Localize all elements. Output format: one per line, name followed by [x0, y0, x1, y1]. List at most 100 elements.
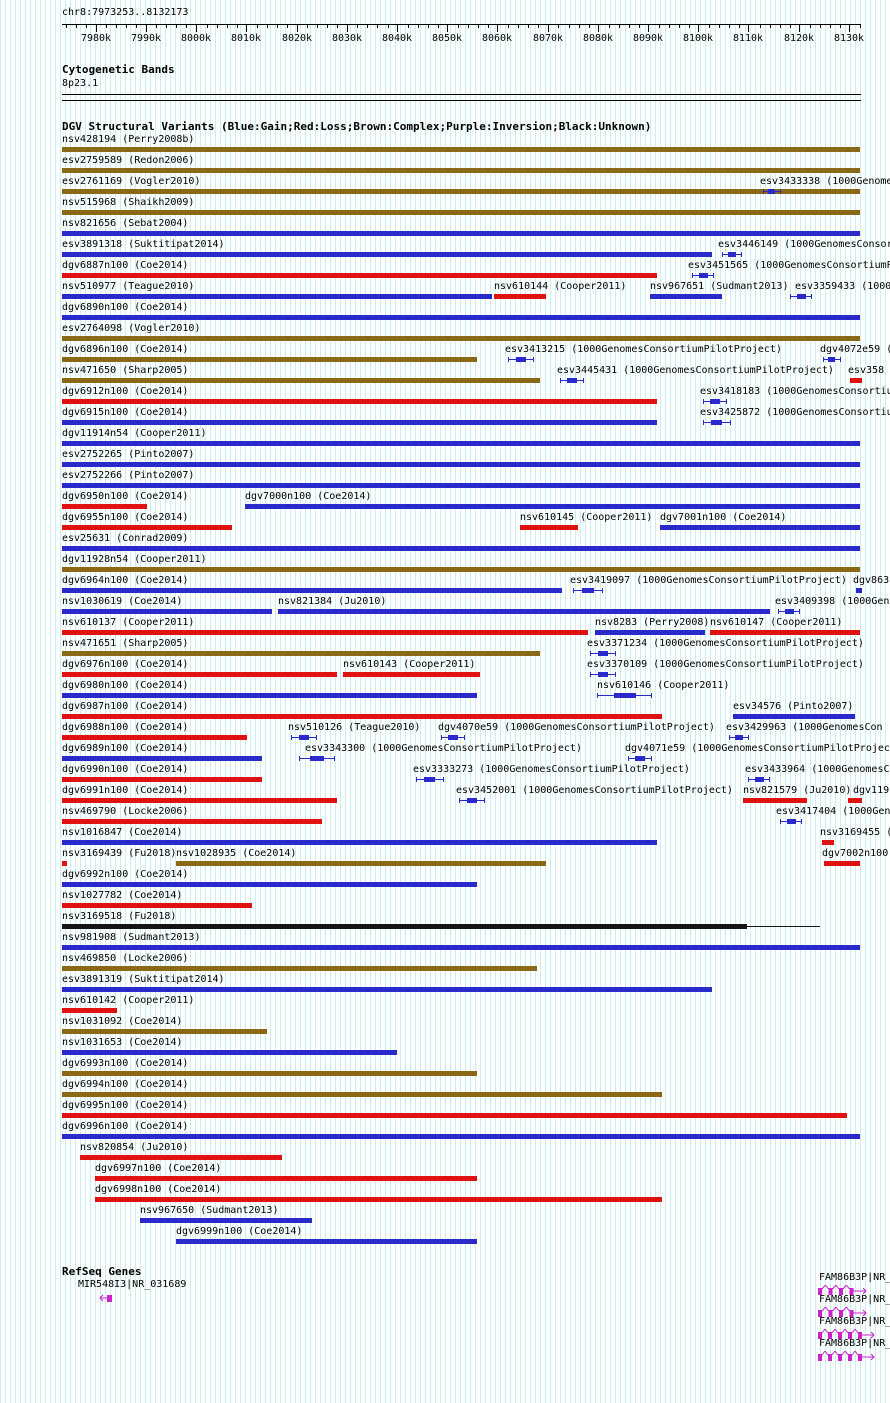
- variant-bar[interactable]: [62, 714, 662, 719]
- variant-bar[interactable]: [597, 693, 652, 698]
- variant-bar[interactable]: [848, 798, 862, 803]
- variant-bar[interactable]: [703, 420, 731, 425]
- variant-bar[interactable]: [62, 420, 657, 425]
- variant-bar[interactable]: [62, 861, 67, 866]
- variant-bar[interactable]: [778, 609, 800, 614]
- variant-bar[interactable]: [62, 1092, 662, 1097]
- variant-bar[interactable]: [850, 378, 862, 383]
- variant-bar[interactable]: [62, 294, 492, 299]
- variant-bar[interactable]: [62, 378, 540, 383]
- variant-bar[interactable]: [62, 1113, 847, 1118]
- variant-bar[interactable]: [856, 588, 862, 593]
- variant-bar[interactable]: [62, 525, 232, 530]
- variant-bar[interactable]: [62, 651, 540, 656]
- variant-bar[interactable]: [62, 588, 562, 593]
- variant-bar[interactable]: [763, 189, 781, 194]
- variant-bar[interactable]: [343, 672, 480, 677]
- variant-bar[interactable]: [62, 189, 860, 194]
- variant-bar[interactable]: [748, 777, 770, 782]
- variant-bar[interactable]: [733, 714, 855, 719]
- variant-bar[interactable]: [62, 966, 537, 971]
- variant-bar[interactable]: [176, 1239, 477, 1244]
- variant-bar[interactable]: [62, 210, 860, 215]
- variant-bar[interactable]: [520, 525, 578, 530]
- variant-bar[interactable]: [62, 630, 588, 635]
- variant-bar[interactable]: [62, 231, 860, 236]
- variant-bar[interactable]: [62, 1071, 477, 1076]
- variant-bar[interactable]: [692, 273, 714, 278]
- gene-glyph[interactable]: [818, 1350, 876, 1363]
- variant-bar[interactable]: [62, 336, 860, 341]
- variant-bar[interactable]: [441, 735, 465, 740]
- variant-bar[interactable]: [62, 252, 712, 257]
- variant-bar[interactable]: [62, 1029, 267, 1034]
- variant-bar[interactable]: [650, 294, 722, 299]
- variant-bar[interactable]: [62, 168, 860, 173]
- variant-bar[interactable]: [62, 357, 477, 362]
- variant-row: nsv1030619 (Coe2014) nsv821384 (Ju2010) es…: [0, 596, 890, 617]
- variant-bar[interactable]: [299, 756, 335, 761]
- variant-bar[interactable]: [62, 672, 337, 677]
- variant-bar[interactable]: [62, 987, 712, 992]
- variant-bar[interactable]: [822, 840, 834, 845]
- variant-bar[interactable]: [62, 1134, 860, 1139]
- variant-bar[interactable]: [245, 504, 860, 509]
- variant-bar[interactable]: [628, 756, 652, 761]
- variant-bar-endtick: [790, 294, 791, 299]
- variant-bar[interactable]: [62, 693, 477, 698]
- variant-bar[interactable]: [590, 651, 616, 656]
- variant-bar[interactable]: [660, 525, 860, 530]
- variant-bar[interactable]: [780, 819, 802, 824]
- variant-bar[interactable]: [595, 630, 705, 635]
- variant-bar[interactable]: [62, 273, 657, 278]
- variant-bar[interactable]: [743, 798, 807, 803]
- variant-bar[interactable]: [459, 798, 485, 803]
- variant-bar[interactable]: [62, 798, 337, 803]
- gene-glyph[interactable]: [818, 1328, 876, 1341]
- variant-bar[interactable]: [62, 546, 860, 551]
- variant-bar[interactable]: [62, 882, 477, 887]
- variant-bar[interactable]: [62, 840, 657, 845]
- variant-bar[interactable]: [62, 735, 247, 740]
- variant-bar[interactable]: [508, 357, 534, 362]
- variant-bar[interactable]: [590, 672, 616, 677]
- gene-glyph[interactable]: [818, 1284, 868, 1297]
- variant-bar[interactable]: [291, 735, 317, 740]
- variant-bar[interactable]: [62, 462, 860, 467]
- variant-bar[interactable]: [62, 777, 262, 782]
- variant-bar[interactable]: [62, 441, 860, 446]
- variant-bar[interactable]: [494, 294, 546, 299]
- variant-bar[interactable]: [62, 819, 322, 824]
- variant-bar[interactable]: [62, 1050, 397, 1055]
- variant-bar[interactable]: [729, 735, 749, 740]
- variant-bar[interactable]: [80, 1155, 282, 1160]
- gene-glyph[interactable]: [818, 1306, 868, 1319]
- variant-bar[interactable]: [703, 399, 727, 404]
- variant-bar[interactable]: [416, 777, 444, 782]
- variant-bar[interactable]: [710, 630, 860, 635]
- variant-bar[interactable]: [62, 945, 860, 950]
- variant-bar[interactable]: [62, 315, 860, 320]
- variant-bar[interactable]: [62, 147, 860, 152]
- variant-bar[interactable]: [62, 504, 147, 509]
- variant-bar[interactable]: [62, 756, 262, 761]
- variant-bar[interactable]: [573, 588, 603, 593]
- variant-bar[interactable]: [140, 1218, 312, 1223]
- variant-bar[interactable]: [790, 294, 812, 299]
- variant-bar[interactable]: [95, 1176, 477, 1181]
- variant-bar[interactable]: [62, 567, 860, 572]
- variant-bar[interactable]: [62, 1008, 117, 1013]
- variant-bar[interactable]: [278, 609, 770, 614]
- variant-bar[interactable]: [95, 1197, 662, 1202]
- gene-glyph[interactable]: [98, 1292, 114, 1304]
- variant-bar[interactable]: [62, 924, 747, 929]
- variant-bar[interactable]: [722, 252, 742, 257]
- variant-bar[interactable]: [560, 378, 584, 383]
- variant-bar[interactable]: [823, 357, 841, 362]
- variant-bar[interactable]: [62, 399, 657, 404]
- variant-bar[interactable]: [62, 903, 252, 908]
- variant-bar[interactable]: [176, 861, 546, 866]
- variant-bar[interactable]: [62, 609, 272, 614]
- variant-bar[interactable]: [62, 483, 860, 488]
- variant-bar[interactable]: [824, 861, 860, 866]
